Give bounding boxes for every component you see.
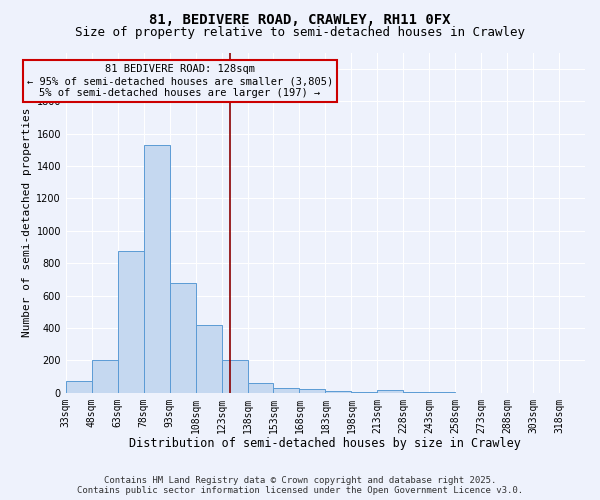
Bar — [274, 388, 299, 392]
Bar — [170, 282, 196, 393]
X-axis label: Distribution of semi-detached houses by size in Crawley: Distribution of semi-detached houses by … — [130, 437, 521, 450]
Bar — [325, 391, 352, 392]
Bar — [377, 390, 403, 392]
Text: 81, BEDIVERE ROAD, CRAWLEY, RH11 0FX: 81, BEDIVERE ROAD, CRAWLEY, RH11 0FX — [149, 12, 451, 26]
Text: Size of property relative to semi-detached houses in Crawley: Size of property relative to semi-detach… — [75, 26, 525, 39]
Bar — [118, 251, 144, 392]
Bar — [221, 360, 248, 392]
Bar — [196, 324, 221, 392]
Bar — [248, 383, 274, 392]
Bar — [299, 390, 325, 392]
Bar — [144, 145, 170, 392]
Bar — [66, 382, 92, 392]
Bar — [92, 360, 118, 392]
Text: 81 BEDIVERE ROAD: 128sqm
← 95% of semi-detached houses are smaller (3,805)
5% of: 81 BEDIVERE ROAD: 128sqm ← 95% of semi-d… — [27, 64, 333, 98]
Y-axis label: Number of semi-detached properties: Number of semi-detached properties — [22, 108, 32, 338]
Text: Contains HM Land Registry data © Crown copyright and database right 2025.
Contai: Contains HM Land Registry data © Crown c… — [77, 476, 523, 495]
